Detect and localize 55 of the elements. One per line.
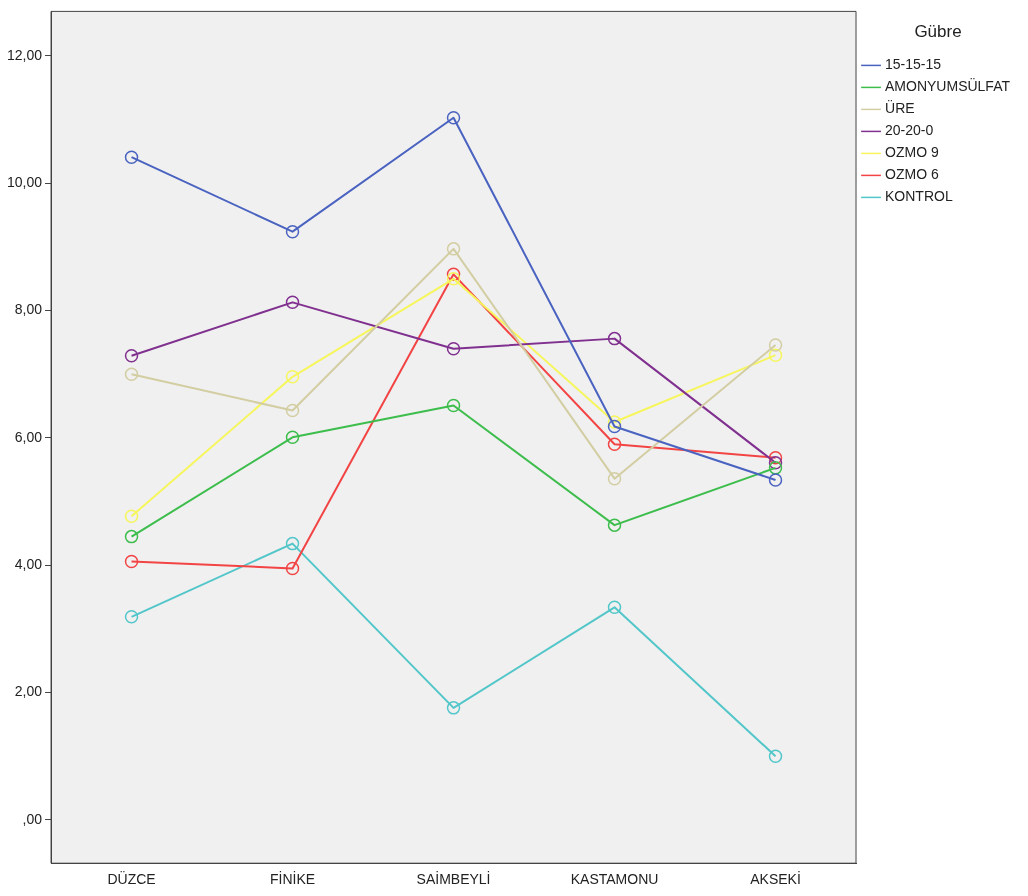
point — [607, 600, 622, 615]
point — [607, 415, 622, 429]
point — [446, 272, 461, 286]
y-tick-label: 2,00 — [14, 683, 43, 700]
point — [124, 150, 139, 164]
point — [607, 437, 622, 452]
point — [768, 338, 783, 352]
point — [607, 419, 622, 434]
point — [285, 536, 300, 551]
point — [285, 430, 300, 445]
y-tick-label: 4,00 — [14, 556, 43, 573]
point — [768, 749, 783, 763]
legend-label: KONTROL — [885, 188, 953, 205]
point — [124, 509, 139, 523]
x-tick-label: KASTAMONU — [570, 871, 659, 888]
point — [285, 224, 300, 239]
point — [124, 554, 139, 569]
point — [285, 561, 300, 576]
point — [124, 610, 139, 624]
point — [768, 473, 783, 487]
point — [607, 518, 622, 532]
legend-label: OZMO 9 — [885, 144, 939, 161]
point — [768, 450, 783, 465]
point — [124, 529, 139, 544]
legend-label: AMONYUMSÜLFAT — [885, 77, 1011, 95]
point — [446, 242, 461, 256]
legend-label: 15-15-15 — [885, 56, 942, 73]
legend-label: 20-20-0 — [885, 122, 934, 139]
y-tick-label: 10,00 — [6, 174, 43, 191]
point — [768, 348, 783, 362]
x-tick-label: DÜZCE — [107, 870, 156, 888]
legend-label: ÜRE — [885, 99, 915, 117]
y-tick-label: 6,00 — [14, 428, 43, 445]
point — [607, 471, 622, 486]
legend-label: OZMO 6 — [885, 166, 939, 183]
y-tick-label: 12,00 — [6, 46, 43, 63]
x-tick-label: FİNİKE — [269, 870, 316, 888]
legend-title: Gübre — [914, 22, 962, 42]
point — [285, 295, 300, 310]
point — [446, 701, 461, 715]
point — [446, 342, 461, 356]
point — [124, 367, 139, 382]
point — [124, 349, 139, 363]
point — [768, 461, 783, 475]
point — [446, 267, 461, 282]
point — [446, 110, 461, 125]
y-tick-label: 8,00 — [14, 301, 43, 318]
point — [446, 398, 461, 413]
point — [607, 331, 622, 346]
y-tick-label: ,00 — [22, 810, 43, 827]
point — [285, 370, 300, 384]
point — [285, 403, 300, 418]
x-tick-label: AKSEKİ — [750, 870, 801, 888]
x-tick-label: SAİMBEYLİ — [416, 870, 491, 888]
point — [768, 456, 783, 470]
